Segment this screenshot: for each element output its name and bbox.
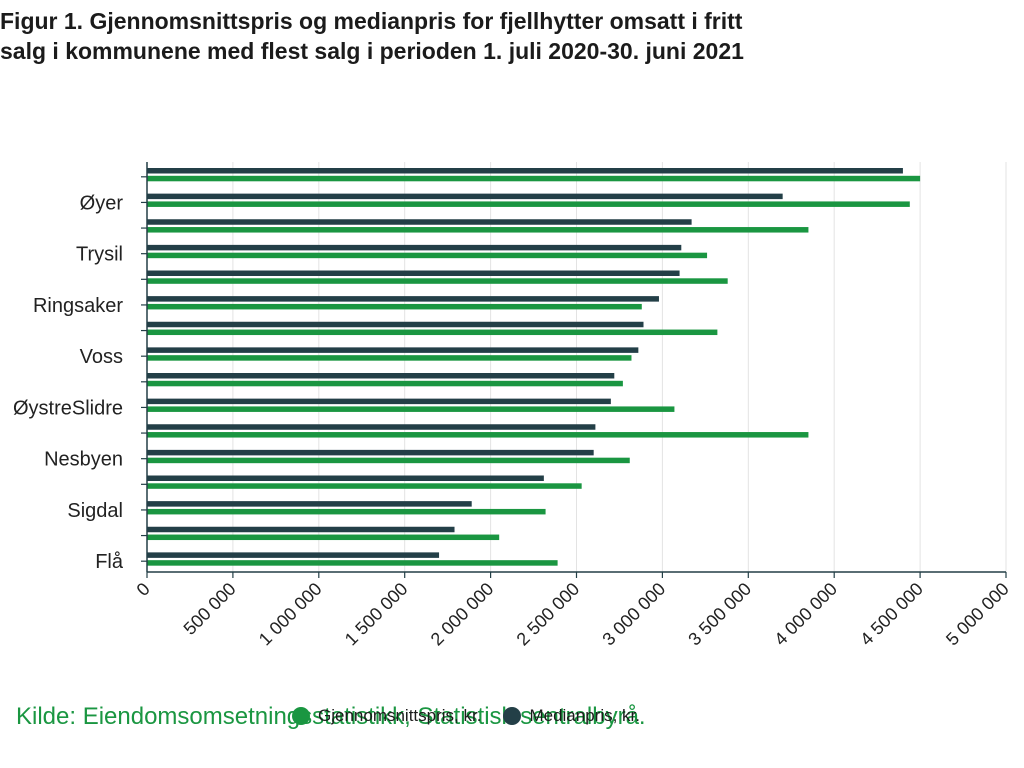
source-note: Kilde: Eiendomsomsetningsstatistikk, Sta… bbox=[16, 703, 646, 730]
x-tick-label: 4 500 000 bbox=[856, 579, 927, 650]
bars bbox=[147, 168, 921, 566]
bar-mean bbox=[147, 432, 809, 438]
legend-label-median: Medianpris, kr. bbox=[529, 706, 640, 725]
y-tick-label: ØystreSlidre bbox=[13, 397, 123, 419]
x-tick-labels: 0 500 000 1 000 000 1 500 000 2 000 000 2 500… bbox=[133, 579, 1013, 650]
bar-median bbox=[147, 321, 644, 328]
x-tick-label: 2 000 000 bbox=[427, 579, 498, 650]
bar-median bbox=[147, 347, 639, 353]
legend-item-median: Medianpris, kr. bbox=[503, 706, 640, 726]
bar-mean bbox=[147, 355, 632, 361]
x-tick-label: 4 000 000 bbox=[770, 579, 841, 650]
bar-mean bbox=[147, 534, 500, 541]
bar-median bbox=[147, 398, 611, 405]
legend-swatch-mean bbox=[292, 707, 310, 725]
y-tick-labels: Øyer Trysil Ringsaker Voss ØystreSlidre Nesby… bbox=[13, 192, 124, 573]
bar-mean bbox=[147, 406, 675, 412]
legend: Gjennomsnittspris, kr. Medianpris, kr. bbox=[292, 706, 662, 726]
bar-median bbox=[147, 270, 680, 276]
bar-mean bbox=[147, 329, 718, 336]
x-tick-label: 500 000 bbox=[180, 579, 240, 639]
x-tick-label: 1 000 000 bbox=[255, 579, 326, 650]
chart-title: Figur 1. Gjennomsnittspris og medianpris… bbox=[0, 8, 744, 64]
x-tick-label: 0 bbox=[133, 579, 154, 600]
bar-median bbox=[147, 373, 615, 379]
x-tick-label: 5 000 000 bbox=[942, 579, 1013, 650]
x-tick-label: 3 500 000 bbox=[684, 579, 755, 650]
bar-mean bbox=[147, 252, 708, 259]
bar-mean bbox=[147, 560, 558, 566]
y-tick-label: Nesbyen bbox=[44, 449, 123, 471]
bar-median bbox=[147, 526, 455, 533]
bar-median bbox=[147, 193, 783, 200]
axes bbox=[141, 162, 1007, 578]
legend-label-mean: Gjennomsnittspris, kr. bbox=[318, 706, 482, 725]
bar-mean bbox=[147, 508, 546, 515]
y-tick-label: Sigdal bbox=[67, 500, 123, 522]
bar-median bbox=[147, 244, 682, 251]
bar-mean bbox=[147, 278, 728, 284]
bar-median bbox=[147, 552, 440, 558]
y-tick-label: Øyer bbox=[80, 192, 124, 214]
bar-mean bbox=[147, 303, 642, 310]
x-tick-label: 2 500 000 bbox=[513, 579, 584, 650]
bar-mean bbox=[147, 175, 921, 182]
y-tick-label: Flå bbox=[95, 551, 124, 573]
bar-median bbox=[147, 296, 659, 302]
bar-mean bbox=[147, 227, 809, 233]
y-tick-label: Voss bbox=[80, 346, 123, 368]
bar-mean bbox=[147, 201, 910, 207]
bar-median bbox=[147, 424, 596, 430]
x-tick-label: 1 500 000 bbox=[341, 579, 412, 650]
bar-mean bbox=[147, 483, 582, 489]
bar-median bbox=[147, 219, 692, 225]
legend-swatch-median bbox=[503, 707, 522, 725]
x-tick-label: 3 000 000 bbox=[598, 579, 669, 650]
bar-median bbox=[147, 501, 472, 507]
legend-item-mean: Gjennomsnittspris, kr. bbox=[292, 706, 481, 726]
y-tick-label: Ringsaker bbox=[33, 295, 123, 317]
bar-mean bbox=[147, 457, 630, 464]
bar-median bbox=[147, 168, 903, 174]
bar-median bbox=[147, 449, 594, 456]
bar-mean bbox=[147, 380, 623, 387]
bar-chart: 0 500 000 1 000 000 1 500 000 2 000 000 2 500… bbox=[13, 162, 1013, 650]
bar-median bbox=[147, 475, 544, 481]
y-tick-label: Trysil bbox=[76, 244, 123, 266]
